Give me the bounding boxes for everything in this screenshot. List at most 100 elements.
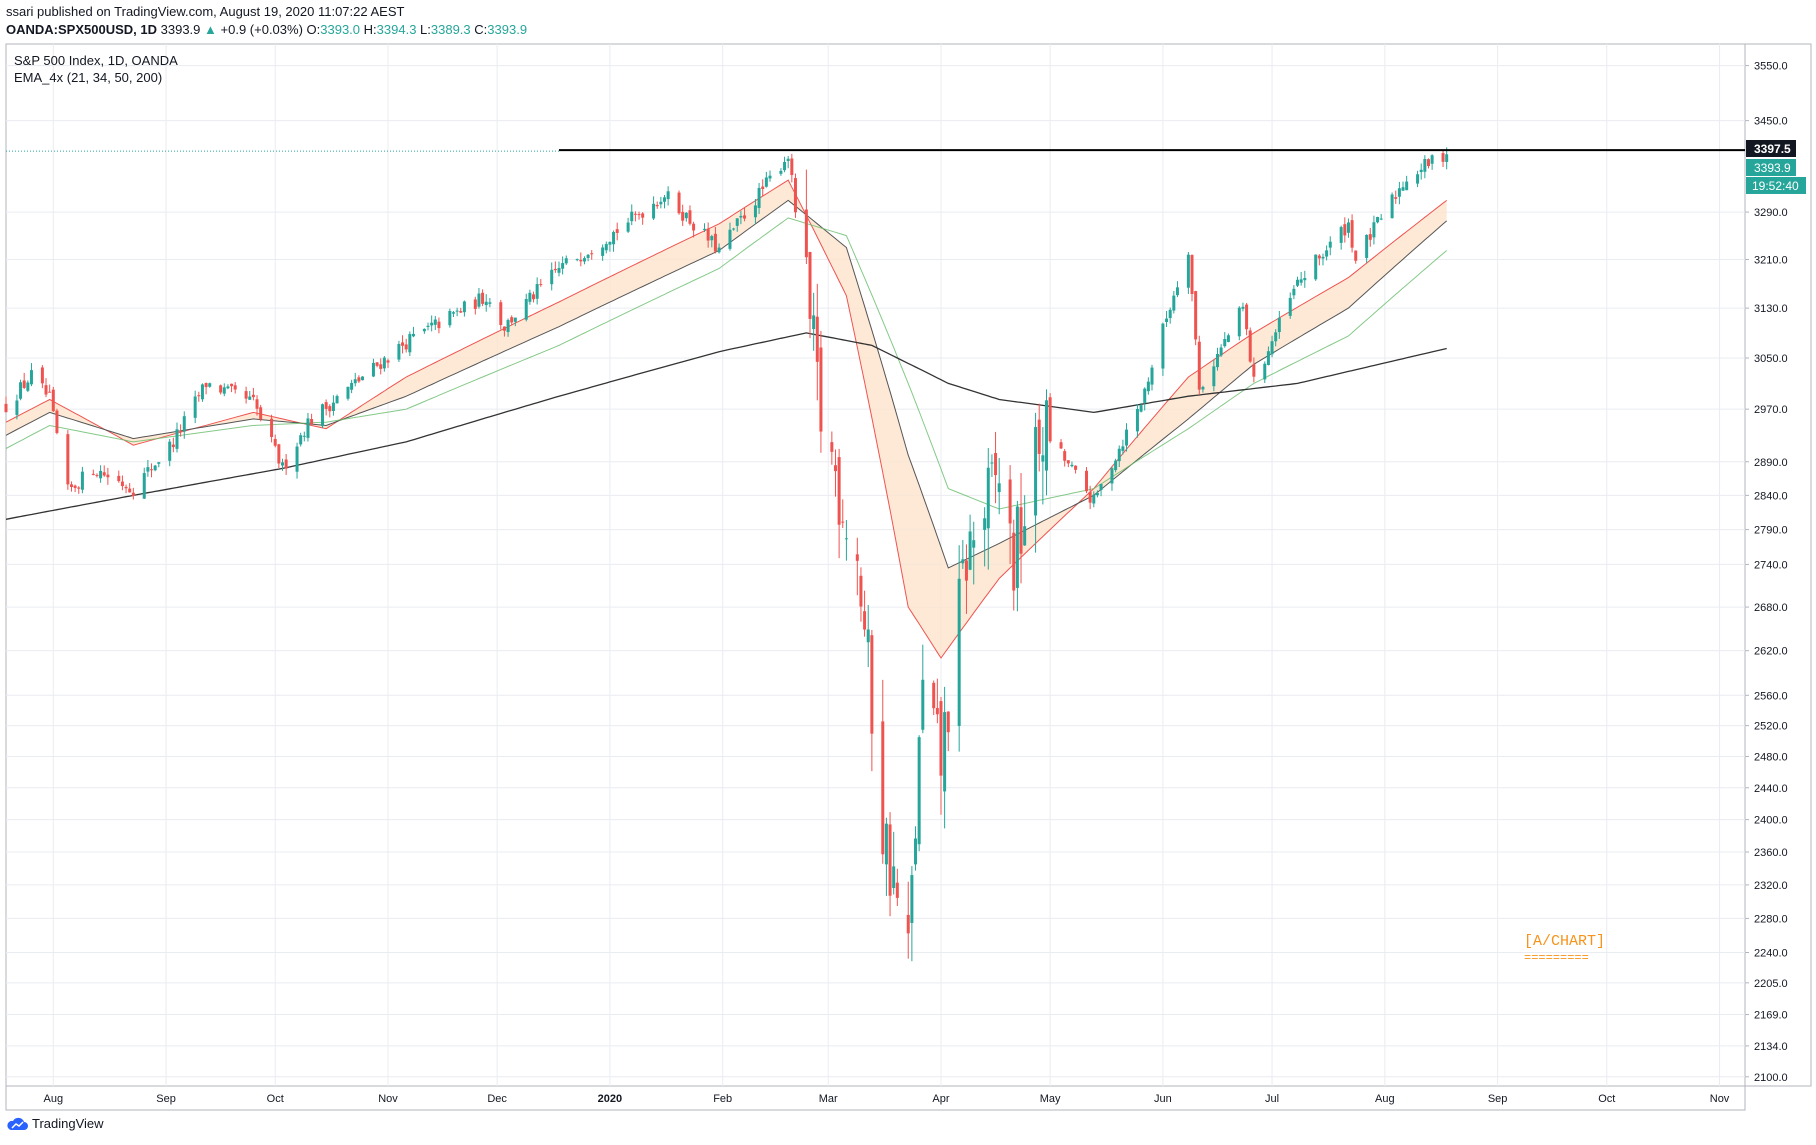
candle-body [743,215,747,219]
candle-body [477,293,481,307]
price-tick-label: 2280.0 [1754,913,1788,925]
candle-body [815,316,819,362]
last-price-tag [1746,159,1796,176]
candle-body [1044,400,1048,471]
watermark-underline: ========= [1524,951,1589,965]
candle-body [350,382,354,390]
candle-body [433,319,437,325]
candle-body [280,462,284,466]
candle-body [866,629,870,643]
candle-body [353,379,357,384]
horizontal-line[interactable] [6,149,1745,152]
candle-body [499,302,503,326]
time-axis-labels: Aug Sep Oct Nov Dec 2020 Feb Mar Apr May Jun Jul Aug… [44,1093,1730,1105]
candle-body [382,357,386,369]
candle-body [1219,347,1223,356]
candle-body [1215,353,1219,368]
candle-body [830,442,834,452]
symbol-label[interactable]: OANDA:SPX500USD, 1D [6,22,157,37]
time-tick-label: Mar [819,1093,838,1105]
candle-body [150,469,154,471]
candle-body [26,382,30,391]
candle-body [331,402,335,412]
candle-body [375,362,379,366]
candle-body [1186,254,1190,288]
price-tick-label: 3210.0 [1754,254,1788,266]
watermark-text: [A/CHART] [1524,933,1605,950]
candle-body [706,228,710,241]
candle-body [219,385,223,393]
candle-body [1190,255,1194,294]
candle-body [248,396,252,400]
candle-body [502,326,506,331]
candle-body [524,298,528,320]
candle-body [528,292,532,302]
price-tick-label: 2360.0 [1754,847,1788,859]
candle-body [99,470,103,479]
candle-body [626,222,630,232]
candle-body [779,170,783,174]
candle-body [437,321,441,329]
price-tick-label: 2320.0 [1754,880,1788,892]
legend-indicator[interactable]: EMA_4x (21, 34, 50, 200) [14,70,162,85]
candle-body [15,400,19,415]
candlesticks [4,147,1449,962]
candle-body [1445,154,1449,162]
candle-body [550,269,554,285]
candle-body [102,472,106,476]
candle-body [462,301,466,313]
candle-body [684,212,688,219]
candle-body [48,391,52,393]
price-tick-label: 2620.0 [1754,646,1788,658]
candle-body [1441,153,1445,162]
candle-body [506,320,510,333]
candle-body [230,383,234,387]
candle-body [793,178,797,213]
time-tick-label: Aug [44,1093,64,1105]
candle-body [1270,341,1274,355]
candle-body [175,429,179,449]
time-tick-label: Oct [1598,1093,1615,1105]
candle-body [844,538,848,540]
candle-body [1372,222,1376,238]
candle-body [1034,427,1038,516]
candle-body [688,210,692,224]
tradingview-logo[interactable]: TradingView [6,1116,104,1131]
candle-body [1241,306,1245,309]
candle-body [1161,323,1165,369]
candle-body [1248,330,1252,362]
candle-body [604,244,608,251]
candle-body [422,328,426,332]
candle-body [946,711,950,733]
candle-body [29,370,33,385]
candle-body [1088,491,1092,503]
candle-body [1015,506,1019,588]
candle-body [994,453,998,476]
high-value: 3394.3 [376,22,417,37]
candle-body [1143,388,1147,403]
candle-body [1394,197,1398,199]
candle-body [371,362,375,377]
candle-body [855,554,859,561]
time-axis[interactable] [5,1085,1746,1111]
candle-body [1012,532,1016,591]
candle-body [655,204,659,207]
price-axis[interactable] [1744,43,1812,1087]
candle-body [590,253,594,255]
candle-body [510,317,514,323]
candle-body [870,635,874,734]
candle-body [1008,479,1012,524]
candle-body [990,462,994,464]
last-price: 3393.9 [160,22,201,37]
candle-body [488,302,492,304]
candle-body [1343,224,1347,236]
low-value: 3389.3 [430,22,471,37]
candle-body [44,385,48,395]
candle-body [1426,159,1430,167]
candle-body [892,866,896,888]
candle-body [1419,169,1423,173]
time-tick-label: Aug [1375,1093,1395,1105]
candle-body [790,158,794,176]
time-tick-label: Apr [932,1093,949,1105]
